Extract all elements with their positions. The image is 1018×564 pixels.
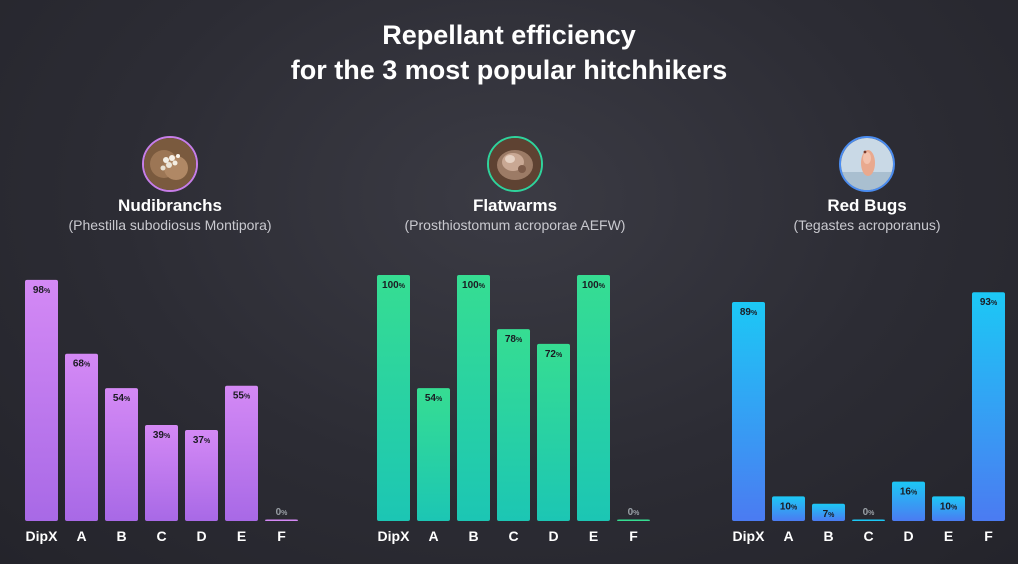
bar-value-label: 0% [863, 507, 876, 518]
bar-a [65, 353, 98, 521]
bar-a [417, 388, 450, 521]
category-label: B [468, 528, 478, 544]
bar-dipx [25, 279, 58, 521]
chart-title-line-2: for the 3 most popular hitchhikers [290, 55, 728, 85]
bar-b [812, 503, 845, 521]
category-label: D [196, 528, 206, 544]
bar-value-label: 54% [425, 393, 443, 404]
bar-d [537, 343, 570, 521]
bar-f [972, 292, 1005, 521]
red-bugs-panel: Red Bugs (Tegastes acroporanus) [697, 0, 1018, 564]
bar-e [577, 275, 610, 521]
bar-value-label: 7% [823, 509, 836, 520]
bar-value-label: 54% [113, 393, 131, 404]
bar-value-label: 0% [628, 507, 641, 518]
bar-value-label: 39% [153, 430, 171, 441]
bar-value-label: 68% [73, 359, 91, 370]
category-label: D [548, 528, 558, 544]
bar-series-1: 100% DipX 54% A 100% B 78% C 72% D 100% E 0% F [377, 275, 650, 544]
bar-d [185, 429, 218, 521]
bar-series-0: 98% DipX 68% A 54% B 39% C 37% D 55% E 0% F [25, 279, 298, 544]
panel-title: Red Bugs [827, 196, 907, 215]
category-label: C [156, 528, 166, 544]
category-label: B [823, 528, 833, 544]
bar-c [497, 329, 530, 521]
category-label: DipX [378, 528, 411, 544]
panel-title: Flatwarms [472, 196, 558, 215]
bar-f [265, 519, 298, 521]
flatwarms-panel: Flatwarms (Prosthiostomum acroporae AEFW… [345, 0, 685, 564]
bar-value-label: 78% [505, 334, 523, 345]
bar-f [617, 519, 650, 521]
bar-dipx [732, 302, 765, 521]
bar-e [225, 385, 258, 521]
bar-value-label: 16% [900, 487, 918, 498]
category-label: DipX [733, 528, 766, 544]
category-label: D [903, 528, 913, 544]
category-label: C [863, 528, 873, 544]
chart-title-line-1: Repellant efficiency [382, 20, 636, 50]
bar-c [852, 519, 885, 521]
bar-value-label: 100% [462, 280, 486, 291]
bar-d [892, 481, 925, 521]
bar-c [145, 425, 178, 521]
red-bug-photo-icon [839, 136, 895, 192]
nudibranch-photo-icon [142, 136, 198, 192]
panel-subtitle: (Tegastes acroporanus) [793, 217, 941, 233]
flatworm-photo-icon [487, 136, 543, 192]
category-label: A [76, 528, 86, 544]
category-label: E [944, 528, 953, 544]
nudibranchs-panel: Nudibranchs (Phestilla subodiosus Montip… [0, 0, 340, 564]
bar-value-label: 10% [780, 501, 798, 512]
bar-value-label: 0% [276, 507, 289, 518]
category-label: E [237, 528, 246, 544]
bar-dipx [377, 275, 410, 521]
bar-value-label: 100% [582, 280, 606, 291]
category-label: A [783, 528, 793, 544]
bar-a [772, 496, 805, 521]
bar-value-label: 55% [233, 391, 251, 402]
bar-series-2: 89% DipX 10% A 7% B 0% C 16% D 10% E 93% F [732, 292, 1005, 544]
bar-value-label: 98% [33, 285, 51, 296]
chart-title: Repellant efficiency for the 3 most popu… [0, 18, 1018, 88]
bar-value-label: 37% [193, 435, 211, 446]
category-label: F [984, 528, 993, 544]
panel-subtitle: (Prosthiostomum acroporae AEFW) [404, 217, 626, 233]
bar-b [457, 275, 490, 521]
bar-e [932, 496, 965, 521]
bar-value-label: 10% [940, 501, 958, 512]
category-label: B [116, 528, 126, 544]
category-label: F [277, 528, 286, 544]
category-label: C [508, 528, 518, 544]
category-label: DipX [26, 528, 59, 544]
panel-subtitle: (Phestilla subodiosus Montipora) [68, 217, 272, 233]
bar-value-label: 93% [980, 297, 998, 308]
bar-value-label: 72% [545, 349, 563, 360]
category-label: E [589, 528, 598, 544]
panel-title: Nudibranchs [118, 196, 222, 215]
category-label: F [629, 528, 638, 544]
bar-value-label: 100% [382, 280, 406, 291]
bar-b [105, 388, 138, 521]
category-label: A [428, 528, 438, 544]
bar-value-label: 89% [740, 307, 758, 318]
